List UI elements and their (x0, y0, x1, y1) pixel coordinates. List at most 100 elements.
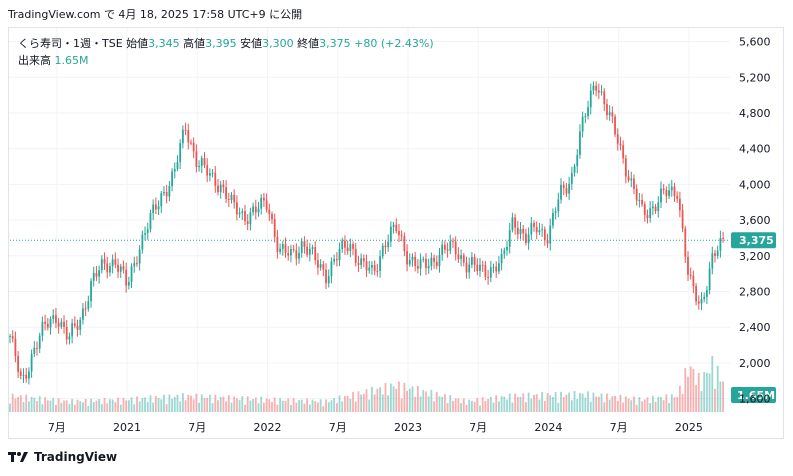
candle-body (379, 256, 381, 271)
volume-bar (511, 402, 514, 412)
volume-bar (443, 394, 446, 412)
volume-bar (30, 396, 33, 412)
volume-bar (489, 397, 492, 412)
volume-bar (470, 400, 473, 412)
volume-bar (619, 394, 622, 412)
volume-bar (330, 400, 333, 412)
candle-body (457, 254, 460, 260)
close-value: 3,375 (319, 37, 351, 50)
volume-bar (325, 399, 327, 412)
candle-body (722, 237, 724, 239)
volume-bar (500, 396, 503, 412)
volume-bar (398, 381, 400, 412)
volume-bar (622, 402, 625, 412)
candle-body (419, 259, 422, 269)
volume-bar (57, 398, 60, 412)
candle-body (546, 240, 549, 244)
volume-bar (616, 401, 619, 412)
candle-body (487, 277, 490, 279)
candle-body (22, 374, 25, 376)
candle-body (279, 248, 282, 252)
x-tick-label: 7月 (188, 421, 206, 434)
candle-body (117, 264, 119, 272)
candle-body (438, 254, 441, 267)
ohlc-row: くら寿司・1週・TSE 始値3,345 高値3,395 安値3,300 終値3,… (18, 35, 434, 52)
volume-bar (468, 399, 471, 412)
candle-body (425, 258, 427, 269)
y-tick-label: 4,000 (739, 178, 771, 191)
last-price-label: 3,375 (739, 234, 774, 247)
y-tick-label: 1,600 (739, 393, 771, 406)
candle-body (503, 250, 506, 255)
volume-bar (465, 404, 468, 412)
candle-body (171, 171, 173, 187)
candle-body (235, 202, 238, 215)
candle-body (595, 85, 598, 91)
volume-bar (484, 400, 487, 412)
candle-body (449, 241, 452, 251)
candle-body (565, 188, 568, 194)
footer: TradingView (8, 450, 117, 464)
candle-body (311, 247, 314, 249)
candle-body (190, 142, 192, 144)
volume-bar (487, 399, 490, 412)
candle-body (184, 129, 187, 131)
low-label: 安値 (240, 37, 263, 50)
candle-body (360, 258, 363, 265)
candle-body (384, 245, 387, 248)
volume-bar (354, 401, 357, 412)
candle-body (84, 308, 87, 310)
candle-body (684, 228, 687, 257)
candle-body (290, 249, 292, 256)
candle-body (495, 266, 498, 272)
candle-body (176, 162, 179, 169)
volume-bar (225, 401, 227, 412)
volume-bar (173, 396, 176, 412)
volume-bar (208, 394, 211, 412)
volume-bar (624, 396, 627, 412)
y-tick-label: 2,400 (739, 321, 771, 334)
candle-body (227, 199, 230, 201)
volume-bar (263, 402, 265, 412)
close-label: 終値 (297, 37, 320, 50)
candle-body (30, 353, 33, 372)
volume-bar (127, 400, 130, 412)
volume-bar (430, 389, 433, 412)
volume-row: 出来高 1.65M (18, 52, 434, 69)
volume-bar (235, 398, 238, 412)
candle-body (9, 336, 11, 338)
volume-bar (438, 396, 441, 412)
candle-body (303, 241, 306, 247)
y-tick-label: 4,400 (739, 143, 771, 156)
volume-bar (28, 401, 30, 412)
candle-body (325, 269, 327, 284)
volume-bar (87, 406, 90, 412)
candle-body (584, 116, 587, 118)
volume-bar (416, 386, 419, 412)
candle-body (252, 206, 255, 213)
volume-bar (373, 394, 376, 412)
volume-bar (676, 397, 679, 412)
volume-bar (171, 398, 173, 412)
volume-bar (84, 398, 87, 412)
candle-body (700, 299, 703, 304)
candle-body (657, 202, 660, 212)
volume-bar (352, 392, 354, 412)
candle-body (403, 236, 406, 252)
volume-bar (635, 405, 638, 412)
volume-bar (271, 402, 273, 412)
candle-body (395, 224, 398, 232)
volume-bar (433, 401, 435, 412)
volume-bar (206, 397, 209, 412)
volume-bar (184, 400, 187, 412)
volume-bar (660, 397, 662, 412)
candle-body (330, 261, 333, 277)
candle-body (541, 229, 544, 231)
candle-body (79, 319, 82, 330)
volume-bars (9, 355, 724, 412)
candle-body (476, 264, 479, 272)
volume-bar (346, 395, 349, 412)
volume-bar (98, 399, 101, 412)
candle-body (138, 249, 141, 264)
